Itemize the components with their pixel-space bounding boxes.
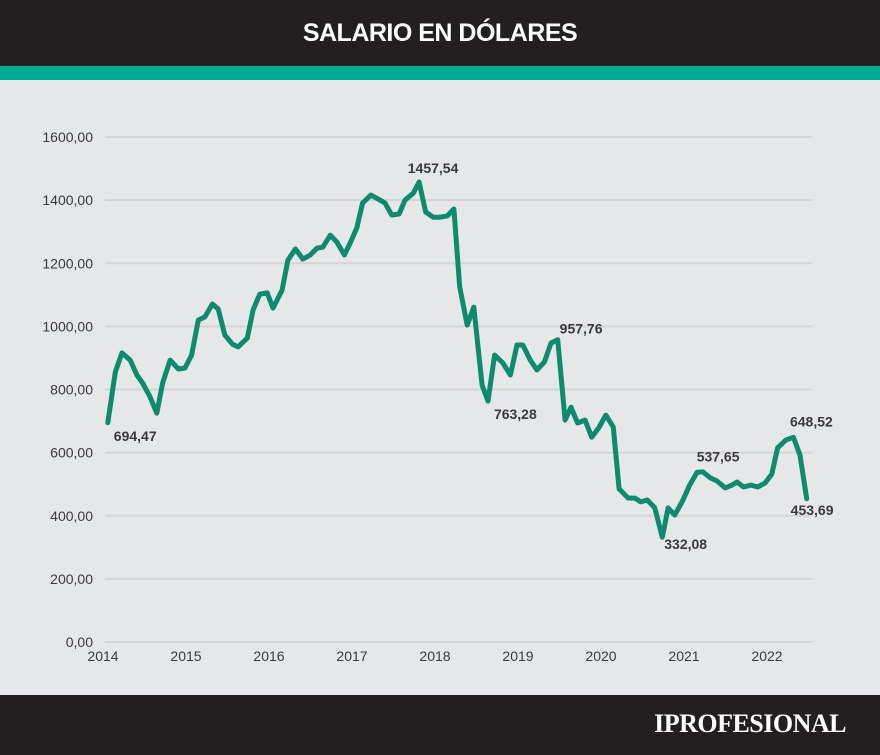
y-tick-label: 800,00 [50,382,93,398]
x-tick-label: 2021 [668,648,699,664]
data-label: 1457,54 [408,160,459,176]
y-tick-label: 0,00 [66,634,93,650]
chart-header: SALARIO EN DÓLARES [0,0,880,66]
y-tick-label: 200,00 [50,571,93,587]
chart-title: SALARIO EN DÓLARES [302,18,578,47]
y-axis-ticks: 0,00 200,00 400,00 600,00 800,00 1000,00 1200,… [42,129,93,650]
y-tick-label: 400,00 [50,508,93,524]
x-tick-label: 2018 [419,648,450,664]
x-tick-label: 2022 [751,648,782,664]
x-tick-label: 2017 [336,648,367,664]
data-label: 648,52 [790,413,833,429]
x-tick-label: 2015 [170,648,201,664]
data-label: 957,76 [560,321,603,337]
data-label: 537,65 [697,448,740,464]
annotations: 694,47 1457,54 763,28 957,76 332,08 537,65 648… [114,160,834,552]
x-tick-label: 2014 [87,648,118,664]
data-label: 453,69 [791,502,834,518]
y-tick-label: 1600,00 [42,129,93,145]
series-line [105,179,810,540]
y-tick-label: 1000,00 [42,318,93,334]
y-tick-label: 1400,00 [42,192,93,208]
data-label: 694,47 [114,428,157,444]
y-tick-label: 1200,00 [42,255,93,271]
line-chart: 0,00 200,00 400,00 600,00 800,00 1000,00 1200,… [42,129,834,664]
data-label: 332,08 [664,536,707,552]
brand-logo: IPROFESIONAL [654,709,846,738]
x-tick-label: 2016 [253,648,284,664]
footer: IPROFESIONAL [0,695,880,755]
x-tick-label: 2020 [585,648,616,664]
x-axis-ticks: 2014 2015 2016 2017 2018 2019 2020 2021 2022 [87,648,782,664]
x-tick-label: 2019 [502,648,533,664]
accent-band [0,66,880,80]
gridlines [105,136,812,643]
series-layer [105,179,810,540]
y-tick-label: 600,00 [50,445,93,461]
data-label: 763,28 [494,406,537,422]
